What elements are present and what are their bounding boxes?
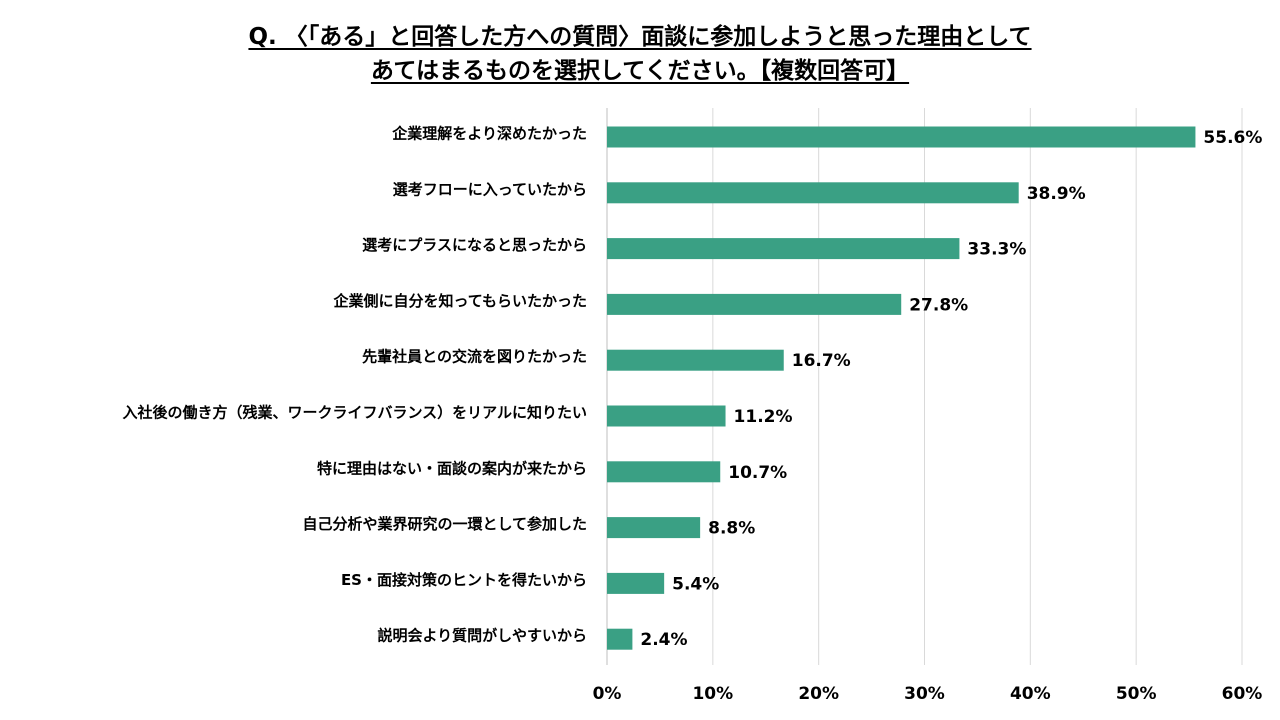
category-label: 選考にプラスになると思ったから bbox=[362, 236, 587, 254]
x-tick-label: 50% bbox=[1116, 684, 1157, 704]
value-label: 8.8% bbox=[708, 519, 755, 539]
category-label: 入社後の働き方（残業、ワークライフバランス）をリアルに知りたい bbox=[122, 404, 587, 422]
category-label: 選考フローに入っていたから bbox=[393, 180, 587, 198]
bar bbox=[607, 182, 1019, 204]
bar bbox=[607, 349, 784, 371]
category-label: 自己分析や業界研究の一環として参加した bbox=[302, 515, 587, 533]
chart-title-line-1: Q. 〈「ある」と回答した方への質問〉面談に参加しようと思った理由として bbox=[248, 24, 1032, 50]
x-tick-label: 30% bbox=[904, 684, 945, 704]
x-tick-label: 10% bbox=[692, 684, 733, 704]
value-label: 2.4% bbox=[640, 630, 687, 650]
x-tick-label: 40% bbox=[1010, 684, 1051, 704]
chart-title-line-2: あてはまるものを選択してください。【複数回答可】 bbox=[370, 58, 910, 84]
value-label: 27.8% bbox=[909, 295, 968, 315]
category-label: ES・面接対策のヒントを得たいから bbox=[341, 571, 587, 589]
value-label: 33.3% bbox=[967, 240, 1026, 260]
value-label: 10.7% bbox=[728, 463, 787, 483]
value-label: 55.6% bbox=[1203, 128, 1262, 148]
bar bbox=[607, 126, 1196, 148]
value-label: 11.2% bbox=[734, 407, 793, 427]
value-label: 38.9% bbox=[1027, 184, 1086, 204]
x-tick-label: 0% bbox=[593, 684, 622, 704]
category-label: 企業側に自分を知ってもらいたかった bbox=[332, 292, 587, 310]
chart-title: Q. 〈「ある」と回答した方への質問〉面談に参加しようと思った理由として あては… bbox=[0, 20, 1280, 88]
bar bbox=[607, 293, 902, 315]
bar bbox=[607, 461, 721, 483]
value-label: 5.4% bbox=[672, 574, 719, 594]
x-tick-label: 60% bbox=[1222, 684, 1263, 704]
category-label: 特に理由はない・面談の案内が来たから bbox=[317, 459, 587, 477]
x-tick-label: 20% bbox=[798, 684, 839, 704]
category-label: 説明会より質問がしやすいから bbox=[377, 627, 587, 645]
bar bbox=[607, 405, 726, 427]
category-label: 先輩社員との交流を図りたかった bbox=[362, 348, 587, 366]
bar bbox=[607, 572, 665, 594]
bar bbox=[607, 628, 633, 650]
category-label: 企業理解をより深めたかった bbox=[391, 125, 587, 143]
bar bbox=[607, 517, 701, 539]
value-label: 16.7% bbox=[792, 351, 851, 371]
bar bbox=[607, 238, 960, 260]
